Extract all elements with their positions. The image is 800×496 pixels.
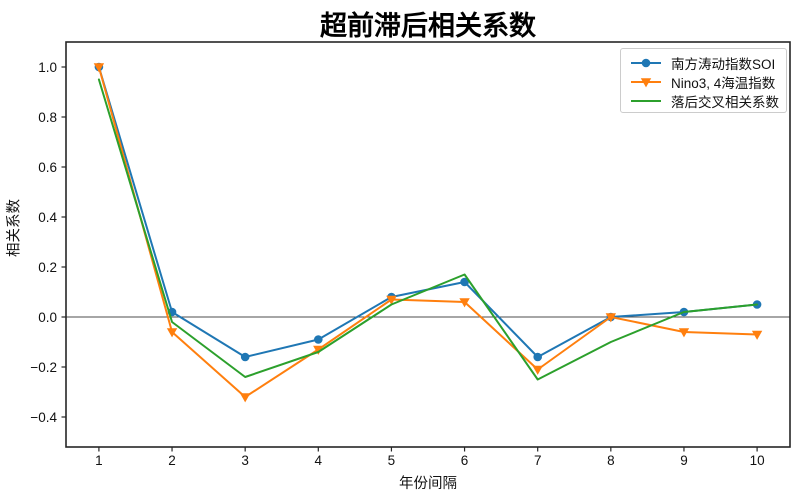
data-point-series-1 bbox=[313, 345, 324, 355]
x-tick-label: 5 bbox=[388, 453, 396, 468]
legend-sample-marker bbox=[640, 77, 652, 87]
data-point-series-1 bbox=[459, 298, 470, 308]
x-tick-label: 10 bbox=[750, 453, 765, 468]
data-point-series-1 bbox=[166, 328, 178, 338]
y-axis-label: 相关系数 bbox=[6, 199, 23, 257]
y-tick-label: 0.2 bbox=[38, 260, 57, 275]
x-tick-label: 9 bbox=[680, 453, 688, 468]
legend: 南方涛动指数SOI Nino3, 4海温指数 落后交叉相关系数 bbox=[620, 48, 787, 113]
data-point-series-1 bbox=[751, 330, 763, 340]
y-tick-label: 1.0 bbox=[38, 60, 57, 75]
legend-item-nino34: Nino3, 4海温指数 bbox=[630, 72, 777, 91]
x-tick-label: 3 bbox=[241, 453, 249, 468]
legend-label: 落后交叉相关系数 bbox=[671, 94, 779, 110]
y-tick-label: −0.2 bbox=[30, 360, 57, 375]
legend-item-lagged-crosscorr: 落后交叉相关系数 bbox=[630, 91, 779, 110]
data-point-series-0 bbox=[533, 352, 542, 362]
series-line-2 bbox=[97, 78, 759, 381]
data-point-series-1 bbox=[605, 313, 617, 323]
x-tick-label: 4 bbox=[315, 453, 323, 468]
legend-label: 南方涛动指数SOI bbox=[671, 56, 776, 72]
legend-sample-line-triangle-icon bbox=[631, 77, 661, 87]
data-point-series-1 bbox=[386, 295, 397, 305]
legend-label: Nino3, 4海温指数 bbox=[671, 75, 776, 91]
data-point-series-1 bbox=[239, 393, 251, 403]
y-tick-label: 0.6 bbox=[38, 160, 57, 175]
data-point-series-0 bbox=[460, 277, 469, 287]
chart-title: 超前滞后相关系数 bbox=[320, 11, 536, 41]
legend-item-soi: 南方涛动指数SOI bbox=[630, 53, 777, 72]
x-tick-label: 8 bbox=[607, 453, 615, 468]
data-point-series-0 bbox=[314, 335, 323, 344]
legend-sample-line-circle-icon bbox=[631, 58, 661, 67]
data-point-series-0 bbox=[240, 352, 250, 362]
y-tick-label: 0.8 bbox=[38, 110, 57, 125]
y-tick-label: −0.4 bbox=[30, 410, 57, 425]
series-line-1 bbox=[97, 66, 759, 398]
y-tick-label: 0.0 bbox=[38, 310, 57, 325]
y-tick-label: 0.4 bbox=[38, 210, 57, 225]
data-point-series-1 bbox=[678, 328, 690, 338]
axes-frame bbox=[65, 41, 791, 448]
data-point-series-1 bbox=[93, 63, 105, 73]
x-axis-label: 年份间隔 bbox=[399, 476, 457, 492]
x-tick-label: 2 bbox=[168, 453, 176, 468]
legend-sample-marker bbox=[641, 58, 651, 67]
data-point-series-1 bbox=[532, 365, 543, 375]
x-tick-label: 6 bbox=[461, 453, 469, 468]
legend-sample-line-icon bbox=[631, 99, 661, 102]
x-tick-label: 7 bbox=[534, 453, 542, 468]
x-tick-label: 1 bbox=[95, 453, 103, 468]
